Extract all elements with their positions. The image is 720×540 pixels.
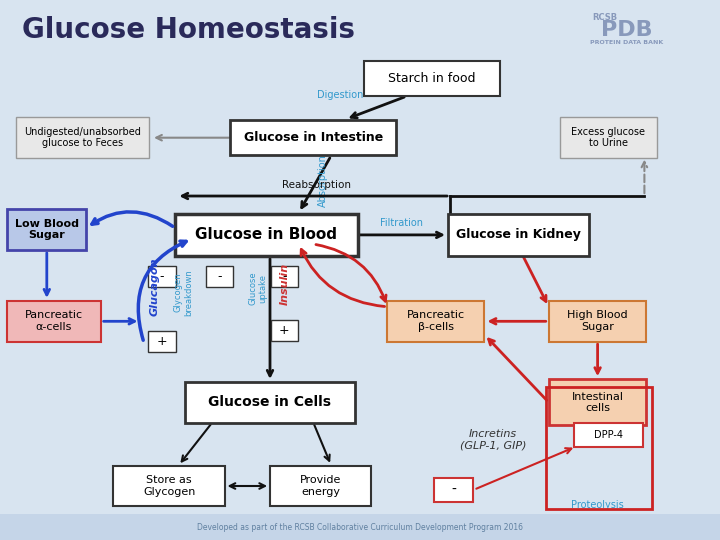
Text: Undigested/unabsorbed
glucose to Feces: Undigested/unabsorbed glucose to Feces — [24, 127, 141, 148]
Text: +: + — [279, 324, 289, 337]
FancyBboxPatch shape — [433, 477, 474, 502]
Text: Insulin: Insulin — [279, 263, 289, 305]
Text: Glucose
uptake: Glucose uptake — [248, 272, 267, 305]
Text: -: - — [160, 270, 164, 283]
Text: Glycogen
breakdown: Glycogen breakdown — [174, 269, 193, 316]
Text: -: - — [217, 270, 222, 283]
Text: Excess glucose
to Urine: Excess glucose to Urine — [572, 127, 645, 148]
Text: Store as
Glycogen: Store as Glycogen — [143, 475, 195, 497]
FancyBboxPatch shape — [270, 465, 371, 507]
Text: +: + — [157, 335, 167, 348]
FancyBboxPatch shape — [206, 266, 233, 287]
Text: Developed as part of the RCSB Collaborative Curriculum Development Program 2016: Developed as part of the RCSB Collaborat… — [197, 523, 523, 531]
Text: Pancreatic
β-cells: Pancreatic β-cells — [407, 310, 464, 332]
FancyBboxPatch shape — [7, 210, 86, 249]
FancyBboxPatch shape — [549, 301, 647, 341]
FancyBboxPatch shape — [549, 379, 647, 426]
FancyBboxPatch shape — [364, 60, 500, 96]
Text: RCSB: RCSB — [593, 13, 617, 22]
Text: Filtration: Filtration — [380, 218, 423, 228]
Text: Intestinal
cells: Intestinal cells — [572, 392, 624, 413]
Text: Glucose in Blood: Glucose in Blood — [195, 227, 338, 242]
Text: PDB: PDB — [600, 19, 652, 40]
FancyBboxPatch shape — [271, 266, 298, 287]
Text: PROTEIN DATA BANK: PROTEIN DATA BANK — [590, 39, 663, 45]
Text: Absorption: Absorption — [318, 154, 328, 207]
Text: -: - — [451, 483, 456, 497]
Text: Pancreatic
α-cells: Pancreatic α-cells — [25, 310, 83, 332]
FancyBboxPatch shape — [0, 514, 720, 540]
Text: Glucose in Kidney: Glucose in Kidney — [456, 228, 581, 241]
Text: Digestion: Digestion — [318, 90, 364, 100]
FancyBboxPatch shape — [113, 465, 225, 507]
Text: Proteolysis: Proteolysis — [571, 500, 624, 510]
FancyBboxPatch shape — [575, 422, 643, 447]
FancyBboxPatch shape — [387, 301, 484, 341]
FancyBboxPatch shape — [7, 301, 101, 341]
Text: High Blood
Sugar: High Blood Sugar — [567, 310, 628, 332]
Text: -: - — [282, 270, 287, 283]
Text: Reabsorption: Reabsorption — [282, 180, 351, 190]
Text: Glucose in Cells: Glucose in Cells — [209, 395, 331, 409]
FancyBboxPatch shape — [148, 266, 176, 287]
Text: Glucagon: Glucagon — [150, 258, 160, 316]
Text: Glucose in Intestine: Glucose in Intestine — [243, 131, 383, 144]
FancyBboxPatch shape — [186, 382, 355, 422]
FancyBboxPatch shape — [271, 320, 298, 341]
FancyBboxPatch shape — [17, 117, 150, 158]
Text: DPP-4: DPP-4 — [594, 430, 623, 440]
Text: Glucose Homeostasis: Glucose Homeostasis — [22, 16, 355, 44]
FancyBboxPatch shape — [174, 214, 359, 256]
FancyBboxPatch shape — [560, 117, 657, 158]
Text: Provide
energy: Provide energy — [300, 475, 341, 497]
Text: Incretins
(GLP-1, GIP): Incretins (GLP-1, GIP) — [460, 429, 526, 451]
Text: Starch in food: Starch in food — [388, 72, 476, 85]
FancyBboxPatch shape — [448, 214, 588, 256]
FancyBboxPatch shape — [148, 331, 176, 352]
Text: Low Blood
Sugar: Low Blood Sugar — [15, 219, 78, 240]
FancyBboxPatch shape — [230, 120, 396, 156]
